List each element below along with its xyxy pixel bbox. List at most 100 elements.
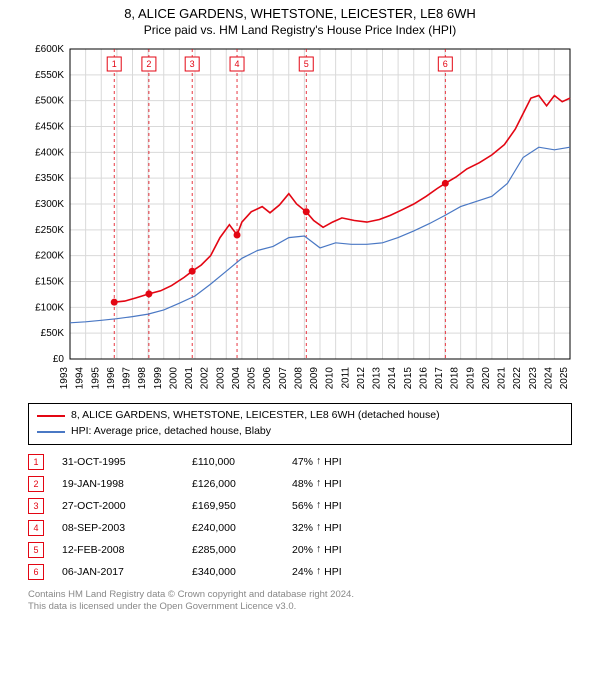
table-row: 6 06-JAN-2017£340,00024% ↑ HPI bbox=[28, 561, 572, 583]
transaction-diff: 48% ↑ HPI bbox=[292, 478, 342, 490]
svg-text:2021: 2021 bbox=[497, 367, 508, 390]
svg-text:2001: 2001 bbox=[184, 367, 195, 390]
svg-text:2004: 2004 bbox=[231, 367, 242, 390]
arrow-up-icon: ↑ bbox=[316, 477, 321, 489]
svg-text:1997: 1997 bbox=[122, 367, 133, 390]
svg-text:£500K: £500K bbox=[35, 96, 64, 107]
transaction-price: £126,000 bbox=[192, 478, 292, 490]
svg-text:2015: 2015 bbox=[403, 367, 414, 390]
svg-text:£550K: £550K bbox=[35, 70, 64, 81]
svg-text:2000: 2000 bbox=[168, 367, 179, 390]
svg-text:£350K: £350K bbox=[35, 173, 64, 184]
table-row: 4 08-SEP-2003£240,00032% ↑ HPI bbox=[28, 517, 572, 539]
svg-text:2023: 2023 bbox=[528, 367, 539, 390]
transaction-date: 08-SEP-2003 bbox=[62, 522, 192, 534]
svg-text:2003: 2003 bbox=[215, 367, 226, 390]
footer-line: Contains HM Land Registry data © Crown c… bbox=[28, 589, 572, 601]
transaction-date: 12-FEB-2008 bbox=[62, 544, 192, 556]
svg-text:2009: 2009 bbox=[309, 367, 320, 390]
svg-text:1994: 1994 bbox=[75, 367, 86, 390]
transaction-diff: 24% ↑ HPI bbox=[292, 566, 342, 578]
svg-text:2020: 2020 bbox=[481, 367, 492, 390]
svg-text:2024: 2024 bbox=[543, 367, 554, 390]
legend-item: 8, ALICE GARDENS, WHETSTONE, LEICESTER, … bbox=[37, 408, 563, 424]
transaction-price: £110,000 bbox=[192, 456, 292, 468]
svg-text:1: 1 bbox=[112, 59, 117, 69]
transaction-price: £340,000 bbox=[192, 566, 292, 578]
svg-text:£150K: £150K bbox=[35, 277, 64, 288]
svg-text:£300K: £300K bbox=[35, 199, 64, 210]
transaction-price: £240,000 bbox=[192, 522, 292, 534]
price-chart: £0 £50K £100K £150K £200K £250K £300K £350K £400… bbox=[20, 39, 580, 399]
arrow-up-icon: ↑ bbox=[316, 543, 321, 555]
svg-text:1995: 1995 bbox=[90, 367, 101, 390]
svg-text:2013: 2013 bbox=[372, 367, 383, 390]
transaction-diff: 56% ↑ HPI bbox=[292, 500, 342, 512]
svg-text:1996: 1996 bbox=[106, 367, 117, 390]
transaction-index-box: 6 bbox=[28, 564, 44, 580]
svg-text:2002: 2002 bbox=[200, 367, 211, 390]
transactions-table: 1 31-OCT-1995£110,00047% ↑ HPI 2 19-JAN-199… bbox=[28, 451, 572, 583]
transaction-index-box: 1 bbox=[28, 454, 44, 470]
page-subtitle: Price paid vs. HM Land Registry's House … bbox=[0, 21, 600, 39]
svg-text:1999: 1999 bbox=[153, 367, 164, 390]
arrow-up-icon: ↑ bbox=[316, 521, 321, 533]
transaction-index-box: 3 bbox=[28, 498, 44, 514]
svg-text:2017: 2017 bbox=[434, 367, 445, 390]
arrow-up-icon: ↑ bbox=[316, 565, 321, 577]
transaction-index-box: 2 bbox=[28, 476, 44, 492]
svg-text:2012: 2012 bbox=[356, 367, 367, 390]
legend-item: HPI: Average price, detached house, Blab… bbox=[37, 424, 563, 440]
svg-text:2005: 2005 bbox=[247, 367, 258, 390]
transaction-index-box: 5 bbox=[28, 542, 44, 558]
legend-label: 8, ALICE GARDENS, WHETSTONE, LEICESTER, … bbox=[71, 408, 440, 424]
svg-text:2025: 2025 bbox=[559, 367, 570, 390]
svg-text:2010: 2010 bbox=[325, 367, 336, 390]
transaction-date: 31-OCT-1995 bbox=[62, 456, 192, 468]
table-row: 2 19-JAN-1998£126,00048% ↑ HPI bbox=[28, 473, 572, 495]
transaction-date: 27-OCT-2000 bbox=[62, 500, 192, 512]
svg-text:2018: 2018 bbox=[450, 367, 461, 390]
svg-text:2019: 2019 bbox=[465, 367, 476, 390]
svg-text:6: 6 bbox=[443, 59, 448, 69]
footer: Contains HM Land Registry data © Crown c… bbox=[28, 589, 572, 614]
svg-text:2022: 2022 bbox=[512, 367, 523, 390]
legend-label: HPI: Average price, detached house, Blab… bbox=[71, 424, 271, 440]
table-row: 1 31-OCT-1995£110,00047% ↑ HPI bbox=[28, 451, 572, 473]
svg-text:£450K: £450K bbox=[35, 122, 64, 133]
svg-text:2014: 2014 bbox=[387, 367, 398, 390]
legend-swatch-property bbox=[37, 415, 65, 417]
svg-text:£50K: £50K bbox=[41, 328, 65, 339]
transaction-price: £285,000 bbox=[192, 544, 292, 556]
svg-text:£400K: £400K bbox=[35, 147, 64, 158]
svg-text:£250K: £250K bbox=[35, 225, 64, 236]
transaction-diff: 20% ↑ HPI bbox=[292, 544, 342, 556]
svg-text:2011: 2011 bbox=[340, 367, 351, 389]
legend-swatch-hpi bbox=[37, 431, 65, 433]
transaction-index-box: 4 bbox=[28, 520, 44, 536]
svg-text:£0: £0 bbox=[53, 354, 65, 365]
transaction-date: 06-JAN-2017 bbox=[62, 566, 192, 578]
svg-text:2007: 2007 bbox=[278, 367, 289, 390]
table-row: 5 12-FEB-2008£285,00020% ↑ HPI bbox=[28, 539, 572, 561]
svg-text:£100K: £100K bbox=[35, 302, 64, 313]
table-row: 3 27-OCT-2000£169,95056% ↑ HPI bbox=[28, 495, 572, 517]
arrow-up-icon: ↑ bbox=[316, 455, 321, 467]
svg-text:2: 2 bbox=[146, 59, 151, 69]
transaction-diff: 32% ↑ HPI bbox=[292, 522, 342, 534]
transaction-date: 19-JAN-1998 bbox=[62, 478, 192, 490]
svg-text:5: 5 bbox=[304, 59, 309, 69]
svg-text:4: 4 bbox=[235, 59, 240, 69]
legend: 8, ALICE GARDENS, WHETSTONE, LEICESTER, … bbox=[28, 403, 572, 445]
transaction-price: £169,950 bbox=[192, 500, 292, 512]
svg-text:£600K: £600K bbox=[35, 44, 64, 55]
footer-line: This data is licensed under the Open Gov… bbox=[28, 601, 572, 613]
svg-text:3: 3 bbox=[190, 59, 195, 69]
svg-text:1998: 1998 bbox=[137, 367, 148, 390]
transaction-diff: 47% ↑ HPI bbox=[292, 456, 342, 468]
svg-text:£200K: £200K bbox=[35, 251, 64, 262]
svg-text:1993: 1993 bbox=[59, 367, 70, 390]
page-title: 8, ALICE GARDENS, WHETSTONE, LEICESTER, … bbox=[0, 0, 600, 21]
arrow-up-icon: ↑ bbox=[316, 499, 321, 511]
svg-text:2016: 2016 bbox=[418, 367, 429, 390]
